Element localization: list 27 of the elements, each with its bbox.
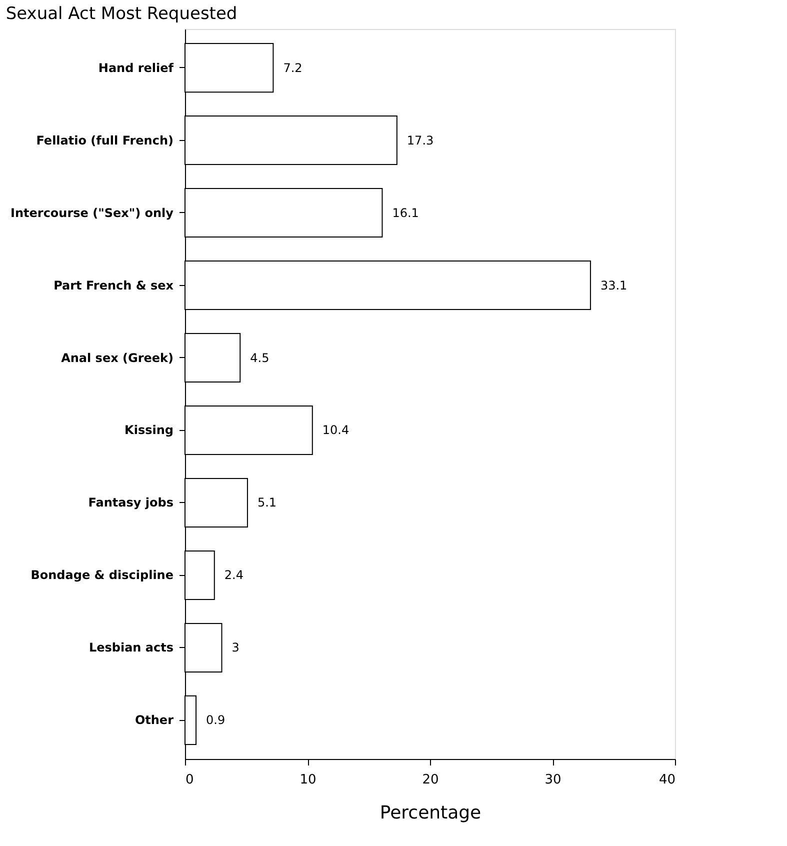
y-tick-label: Kissing	[124, 423, 174, 438]
data-label: 4.5	[250, 350, 270, 365]
y-tick-label: Anal sex (Greek)	[61, 350, 174, 365]
data-label: 16.1	[392, 206, 419, 220]
x-axis-title: Percentage	[380, 802, 482, 824]
data-label: 2.4	[224, 568, 244, 582]
data-label: 10.4	[322, 423, 350, 438]
data-label: 33.1	[600, 278, 628, 292]
y-tick-label: Lesbian acts	[88, 640, 174, 655]
x-tick-label: 30	[544, 772, 562, 788]
x-tick-label: 20	[422, 772, 439, 788]
y-tick-label: Hand relief	[98, 60, 174, 75]
x-tick-label: 0	[186, 772, 194, 788]
y-tick-label: Intercourse ("Sex") only	[10, 206, 174, 220]
data-label: 5.1	[257, 496, 277, 510]
data-label: 3	[232, 640, 240, 655]
x-tick-label: 10	[300, 772, 316, 788]
data-label: 7.2	[283, 60, 302, 75]
y-tick-label: Part French & sex	[54, 278, 174, 292]
y-tick-label: Fellatio (full French)	[36, 133, 174, 148]
y-tick-label: Bondage & discipline	[30, 568, 174, 582]
data-label: 17.3	[406, 133, 434, 148]
x-tick-label: 40	[658, 772, 676, 788]
y-tick-label: Fantasy jobs	[88, 496, 174, 510]
y-tick-label: Other	[134, 713, 174, 728]
data-label: 0.9	[206, 713, 226, 728]
chart-title: Sexual Act Most Requested	[6, 4, 238, 24]
